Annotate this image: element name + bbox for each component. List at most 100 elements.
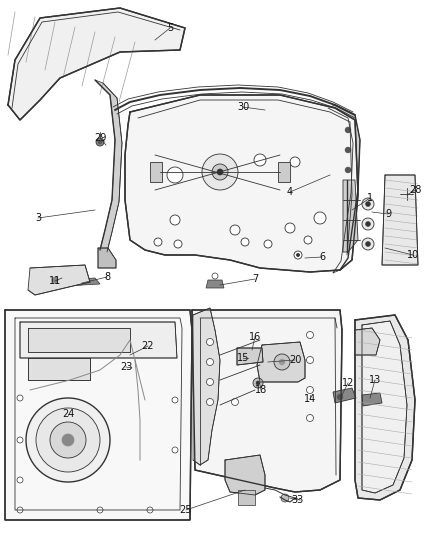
Circle shape [147, 507, 153, 513]
Polygon shape [193, 308, 220, 465]
Text: 16: 16 [249, 332, 261, 342]
Circle shape [264, 240, 272, 248]
Circle shape [52, 277, 58, 283]
Circle shape [362, 238, 374, 250]
Polygon shape [28, 358, 90, 380]
Text: 20: 20 [289, 355, 301, 365]
Text: 3: 3 [35, 213, 41, 223]
Polygon shape [8, 8, 185, 120]
Polygon shape [328, 105, 360, 273]
Polygon shape [362, 321, 407, 493]
Polygon shape [355, 328, 380, 355]
Bar [150, 162, 162, 182]
Polygon shape [95, 80, 122, 252]
Circle shape [174, 240, 182, 248]
Polygon shape [237, 348, 263, 365]
Circle shape [307, 386, 314, 393]
Circle shape [297, 254, 300, 256]
Circle shape [403, 192, 407, 196]
Circle shape [314, 212, 326, 224]
Text: 33: 33 [291, 495, 303, 505]
Circle shape [304, 236, 312, 244]
Bar [278, 162, 290, 182]
Text: 18: 18 [255, 385, 267, 395]
Polygon shape [257, 342, 305, 382]
Polygon shape [333, 388, 356, 403]
Circle shape [206, 378, 213, 385]
Circle shape [62, 434, 74, 446]
Circle shape [170, 215, 180, 225]
Circle shape [365, 201, 371, 206]
Circle shape [362, 198, 374, 210]
Text: 10: 10 [407, 250, 419, 260]
Circle shape [214, 159, 226, 171]
Circle shape [167, 167, 183, 183]
Circle shape [365, 241, 371, 246]
Circle shape [50, 422, 86, 458]
Polygon shape [355, 315, 415, 500]
Text: 22: 22 [142, 341, 154, 351]
Circle shape [98, 140, 102, 144]
Polygon shape [125, 95, 358, 272]
Circle shape [206, 399, 213, 406]
Circle shape [294, 251, 302, 259]
Circle shape [241, 238, 249, 246]
Polygon shape [206, 280, 224, 288]
Text: 12: 12 [342, 378, 354, 388]
Circle shape [345, 147, 351, 153]
Circle shape [17, 437, 23, 443]
Text: 13: 13 [369, 375, 381, 385]
Text: 29: 29 [94, 133, 106, 143]
Text: 23: 23 [120, 362, 132, 372]
Polygon shape [28, 265, 90, 295]
Circle shape [307, 357, 314, 364]
Circle shape [256, 381, 260, 385]
Circle shape [274, 354, 290, 370]
Polygon shape [192, 310, 342, 492]
Polygon shape [62, 278, 100, 286]
Text: 30: 30 [237, 102, 249, 112]
Polygon shape [20, 322, 177, 358]
Circle shape [217, 169, 223, 175]
Text: 5: 5 [167, 23, 173, 33]
Text: 7: 7 [252, 274, 258, 284]
Circle shape [17, 395, 23, 401]
Circle shape [202, 154, 238, 190]
Circle shape [279, 359, 285, 365]
Circle shape [97, 507, 103, 513]
Polygon shape [238, 490, 255, 505]
Circle shape [253, 378, 263, 388]
Circle shape [307, 415, 314, 422]
Circle shape [172, 397, 178, 403]
Circle shape [77, 279, 83, 285]
Polygon shape [382, 175, 418, 265]
Circle shape [345, 187, 351, 193]
Polygon shape [225, 455, 265, 495]
Circle shape [154, 238, 162, 246]
Text: 1: 1 [367, 193, 373, 203]
Polygon shape [5, 310, 192, 520]
Circle shape [96, 138, 104, 146]
Circle shape [172, 447, 178, 453]
Text: 9: 9 [385, 209, 391, 219]
Polygon shape [362, 393, 382, 406]
Circle shape [285, 223, 295, 233]
Text: 8: 8 [104, 272, 110, 282]
Circle shape [345, 167, 351, 173]
Circle shape [212, 164, 228, 180]
Text: 6: 6 [319, 252, 325, 262]
Text: 4: 4 [287, 187, 293, 197]
Circle shape [307, 332, 314, 338]
Circle shape [36, 408, 100, 472]
Circle shape [26, 398, 110, 482]
Circle shape [290, 157, 300, 167]
Circle shape [337, 394, 343, 400]
Circle shape [17, 477, 23, 483]
Text: 15: 15 [237, 353, 249, 363]
Circle shape [206, 359, 213, 366]
Circle shape [230, 225, 240, 235]
Circle shape [365, 222, 371, 227]
Text: 25: 25 [180, 505, 192, 515]
Circle shape [212, 273, 218, 279]
Polygon shape [98, 248, 116, 268]
